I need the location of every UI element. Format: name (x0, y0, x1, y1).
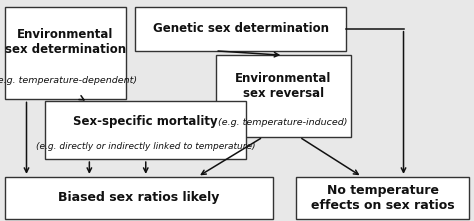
Text: (e.g. temperature-induced): (e.g. temperature-induced) (219, 118, 348, 127)
Text: Environmental
sex reversal: Environmental sex reversal (235, 72, 331, 100)
Text: Environmental
sex determination: Environmental sex determination (5, 28, 126, 56)
Text: (e.g. temperature-dependent): (e.g. temperature-dependent) (0, 76, 137, 85)
FancyBboxPatch shape (135, 7, 346, 51)
Text: No temperature
effects on sex ratios: No temperature effects on sex ratios (311, 184, 455, 212)
Text: Sex-specific mortality: Sex-specific mortality (73, 114, 218, 128)
Text: Biased sex ratios likely: Biased sex ratios likely (58, 191, 219, 204)
FancyBboxPatch shape (216, 55, 351, 137)
FancyBboxPatch shape (45, 101, 246, 159)
FancyBboxPatch shape (5, 7, 126, 99)
FancyBboxPatch shape (296, 177, 469, 219)
Text: (e.g. directly or indirectly linked to temperature): (e.g. directly or indirectly linked to t… (36, 142, 255, 151)
Text: Genetic sex determination: Genetic sex determination (153, 22, 328, 35)
FancyBboxPatch shape (5, 177, 273, 219)
